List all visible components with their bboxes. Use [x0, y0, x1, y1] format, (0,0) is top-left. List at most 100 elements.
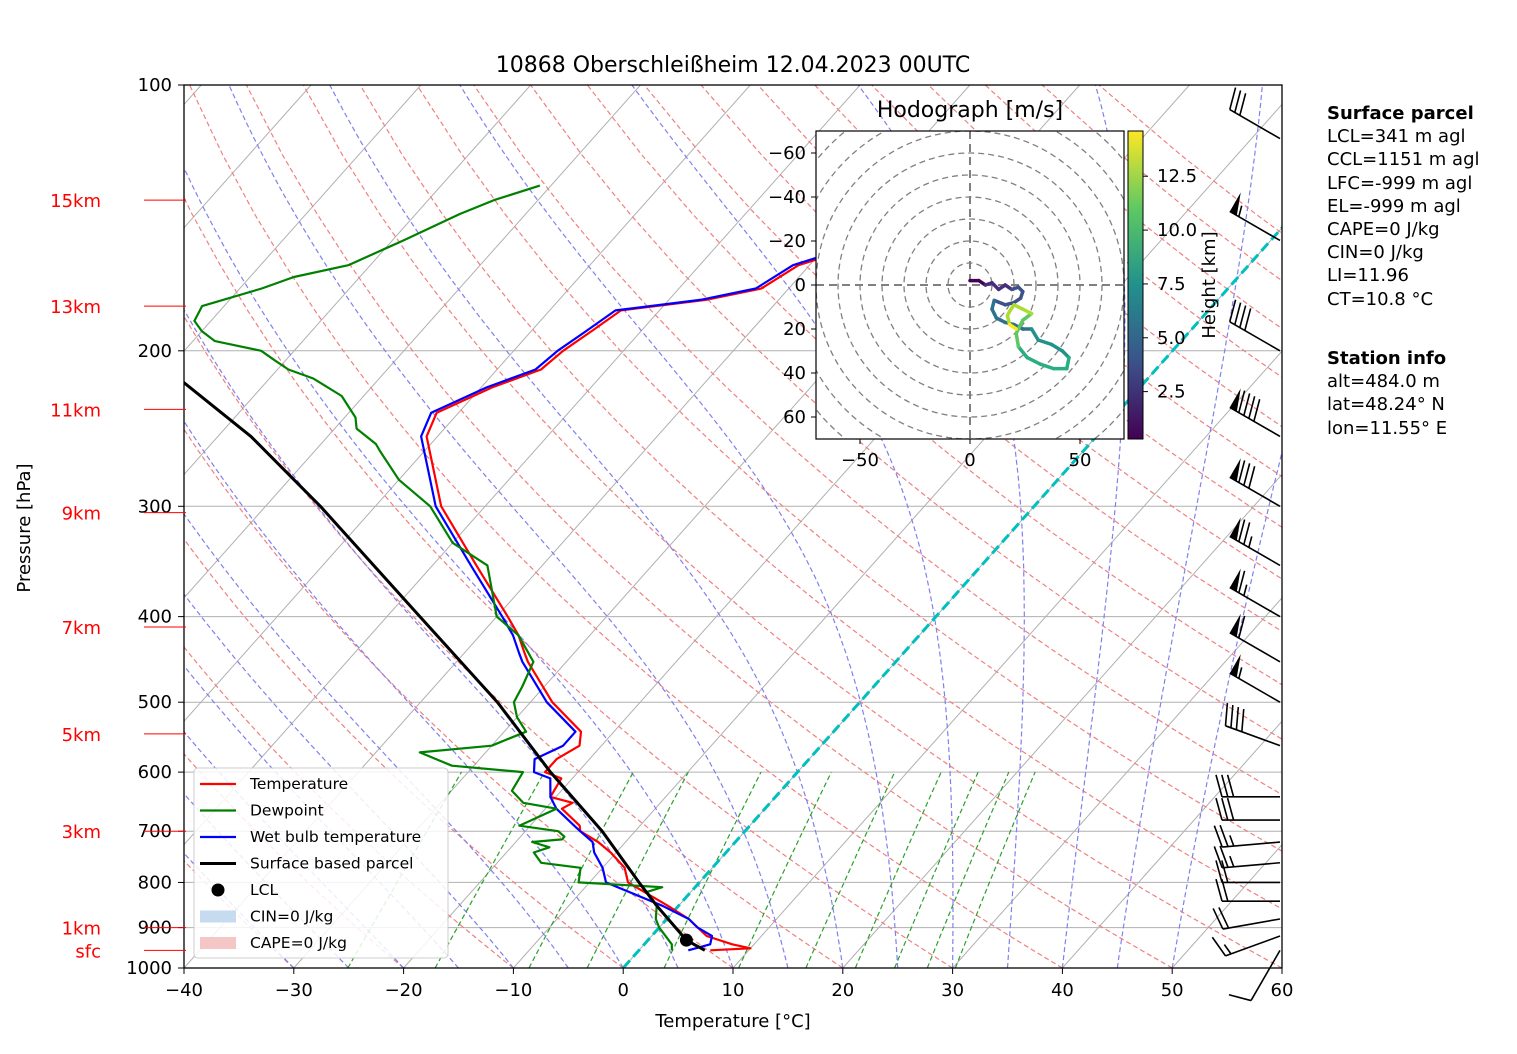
wetbulb-line: [420, 193, 1016, 952]
parcel-line: [184, 380, 706, 952]
colorbar-tick-label: 7.5: [1157, 274, 1186, 295]
surface-parcel-line: LCL=341 m agl: [1327, 126, 1466, 148]
station-info-panel: Station info alt=484.0 m lat=48.24° N lo…: [1327, 347, 1447, 440]
hodograph-segment: [992, 298, 1007, 307]
y-tick-label: 1000: [126, 958, 172, 979]
legend-label: LCL: [250, 881, 278, 899]
dry-adiabat-line: [184, 315, 844, 968]
wind-barb: [1229, 517, 1281, 567]
hodograph-colorbar: [1127, 130, 1144, 440]
legend-box: [193, 767, 449, 959]
hodograph-segment: [1016, 344, 1029, 360]
mixing-ratio-line: [738, 771, 832, 968]
hodograph-ring: [903, 218, 1037, 352]
isotherm-line: [1062, 720, 1282, 968]
moist-adiabat-line: [1171, 449, 1282, 968]
hodograph-xtick-label: 0: [964, 450, 975, 471]
colorbar-tick-label: 12.5: [1157, 166, 1197, 187]
moist-adiabat-line: [459, 85, 899, 968]
colorbar-label: Height [km]: [1199, 231, 1220, 338]
dry-adiabat-line: [184, 538, 624, 968]
hodograph-segment: [1025, 355, 1043, 366]
hodograph-ytick-label: 60: [783, 407, 806, 428]
hodograph-segment: [1007, 322, 1018, 331]
hodograph-segment: [1029, 327, 1040, 342]
hodograph-segment: [1036, 338, 1054, 347]
wind-barb: [1215, 797, 1280, 821]
y-tick-label: 300: [138, 496, 172, 517]
mixing-ratio-line: [434, 771, 545, 968]
colorbar-tick-label: 2.5: [1157, 382, 1186, 403]
station-info-line: lat=48.24° N: [1327, 394, 1445, 416]
x-axis-label: Temperature [°C]: [654, 1011, 810, 1032]
x-tick-label: 40: [1051, 980, 1074, 1001]
legend-entry: Wet bulb temperature: [200, 828, 421, 846]
height-label: 9km: [62, 504, 101, 525]
mixing-ratio-line: [954, 771, 1036, 968]
hodograph-title: Hodograph [m/s]: [877, 98, 1063, 123]
surface-parcel-line: CT=10.8 °C: [1327, 288, 1434, 310]
dry-adiabat-line: [814, 85, 1282, 478]
x-tick-label: −30: [275, 980, 313, 1001]
x-tick-label: −10: [494, 980, 532, 1001]
moist-adiabat-line: [184, 166, 734, 968]
legend-entry: Surface based parcel: [200, 855, 413, 873]
dry-adiabat-line: [245, 85, 1173, 968]
isotherm-line: [184, 85, 641, 599]
height-label: sfc: [75, 941, 101, 962]
wind-barb: [1215, 774, 1280, 798]
station-info-header: Station info: [1327, 348, 1447, 369]
height-label: 7km: [62, 618, 101, 639]
temperature-line: [425, 193, 1022, 952]
hodograph-ytick-label: −20: [768, 231, 806, 252]
hodograph-segment: [1014, 318, 1025, 336]
legend-entry: Temperature: [200, 775, 348, 793]
wind-barb: [1229, 458, 1281, 507]
legend-entry: CAPE=0 J/kg: [200, 934, 347, 952]
isotherm-line: [184, 85, 861, 846]
wind-barb: [1211, 935, 1281, 957]
moist-adiabat-line: [228, 85, 789, 968]
colorbar-tick-label: 5.0: [1157, 328, 1186, 349]
dry-adiabat-line: [359, 85, 1282, 910]
hodograph-ytick-label: 0: [795, 275, 806, 296]
moist-adiabat-line: [184, 420, 624, 968]
hodograph-ytick-label: −60: [768, 143, 806, 164]
legend-entry: CIN=0 J/kg: [200, 908, 333, 926]
x-tick-label: 20: [831, 980, 854, 1001]
moist-adiabat-line: [184, 308, 679, 968]
dewpoint-line: [193, 184, 673, 951]
y-tick-label: 100: [138, 75, 172, 96]
x-tick-label: 50: [1161, 980, 1184, 1001]
surface-parcel-line: LFC=-999 m agl: [1327, 172, 1473, 194]
zero-degree-isotherm: [622, 225, 1282, 968]
station-info-line: alt=484.0 m: [1327, 371, 1440, 393]
mixing-ratio-line: [586, 771, 689, 968]
legend-entry: Dewpoint: [200, 802, 324, 820]
hodograph-segment: [1038, 362, 1056, 371]
isotherm-line: [184, 85, 751, 723]
legend-label: CAPE=0 J/kg: [250, 934, 347, 952]
wind-barb: [1229, 568, 1281, 618]
height-label: 3km: [62, 822, 101, 843]
legend-entry: LCL: [211, 881, 278, 899]
mixing-ratio-line: [805, 771, 896, 968]
wind-barb: [1228, 299, 1281, 352]
y-axis-label: Pressure [hPa]: [14, 463, 35, 592]
hodograph-ytick-label: 40: [783, 363, 806, 384]
isotherm-line: [952, 597, 1282, 968]
y-tick-label: 800: [138, 872, 172, 893]
hodograph-segment: [1049, 342, 1065, 353]
legend-label: Temperature: [249, 775, 348, 793]
surface-parcel-line: CAPE=0 J/kg: [1327, 219, 1440, 241]
dry-adiabat-line: [473, 85, 1282, 796]
lcl-marker: [679, 933, 693, 947]
dry-adiabat-line: [302, 85, 1282, 968]
legend-label: CIN=0 J/kg: [250, 908, 333, 926]
dry-adiabat-line: [184, 428, 734, 968]
surface-parcel-line: EL=-999 m agl: [1327, 195, 1461, 217]
wind-barb: [1229, 613, 1281, 663]
mixing-ratio-line: [854, 771, 942, 968]
x-tick-label: 0: [617, 980, 628, 1001]
